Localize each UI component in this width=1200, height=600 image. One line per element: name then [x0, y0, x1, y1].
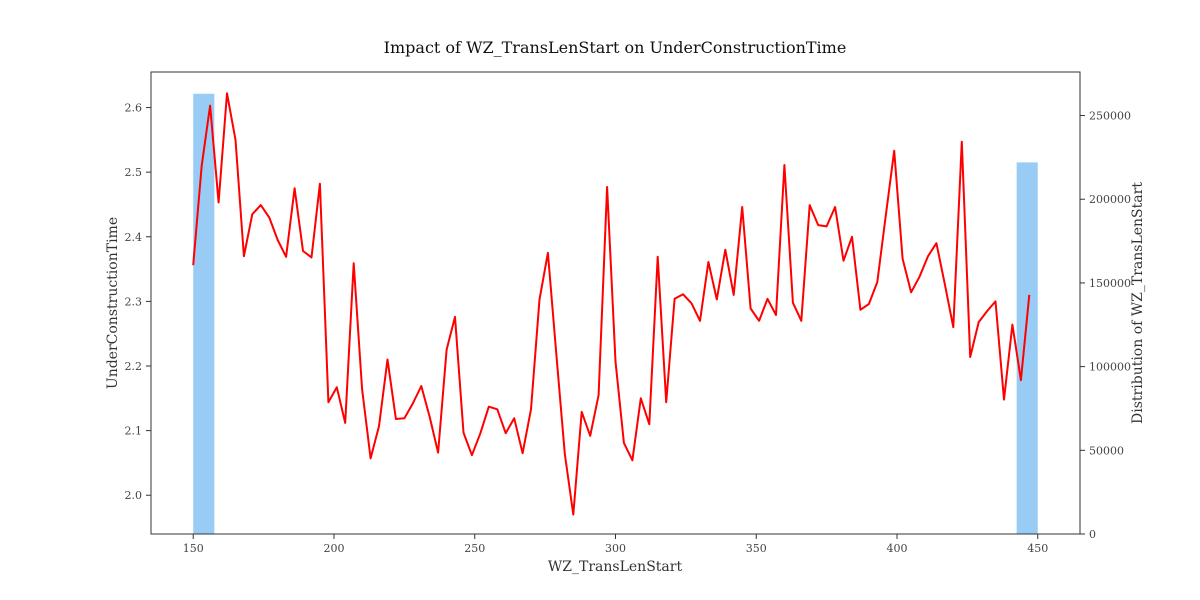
histogram-bar	[193, 93, 215, 535]
x-tick-label: 400	[887, 542, 908, 555]
histogram-bar	[1016, 162, 1038, 535]
y2-tick-label: 0	[1089, 528, 1096, 541]
x-tick-label: 150	[183, 542, 204, 555]
x-axis-title: WZ_TransLenStart	[548, 559, 683, 575]
chart-title: Impact of WZ_TransLenStart on UnderConst…	[384, 38, 847, 57]
y-tick-label: 2.3	[125, 295, 143, 308]
x-tick-label: 300	[605, 542, 626, 555]
histogram-bars	[193, 93, 1038, 535]
x-tick-label: 200	[323, 542, 344, 555]
y-axis-left: 2.0 2.1 2.2 2.3 2.4 2.5 2.6	[125, 102, 151, 502]
y-tick-label: 2.6	[125, 102, 143, 115]
y2-tick-label: 150000	[1089, 277, 1131, 290]
x-tick-label: 350	[746, 542, 767, 555]
y-tick-label: 2.2	[125, 360, 143, 373]
y2-axis-title: Distribution of WZ_TransLenStart	[1130, 182, 1146, 424]
y-tick-label: 2.5	[125, 166, 143, 179]
y-tick-label: 2.0	[125, 489, 143, 502]
y2-tick-label: 250000	[1089, 110, 1131, 123]
x-axis: 150 200 250 300 350 400 450	[183, 534, 1048, 555]
y-axis-title: UnderConstructionTime	[105, 217, 121, 389]
x-tick-label: 450	[1027, 542, 1048, 555]
y-tick-label: 2.1	[125, 425, 143, 438]
series-line	[192, 92, 1031, 516]
y2-tick-label: 100000	[1089, 361, 1131, 374]
x-tick-label: 250	[464, 542, 485, 555]
series-line-group	[192, 92, 1031, 516]
y2-tick-label: 50000	[1089, 444, 1124, 457]
y2-tick-label: 200000	[1089, 193, 1131, 206]
y-axis-right: 0 50000 100000 150000 200000 250000	[1080, 110, 1131, 541]
plot-frame	[150, 71, 1081, 535]
y-tick-label: 2.4	[125, 231, 143, 244]
